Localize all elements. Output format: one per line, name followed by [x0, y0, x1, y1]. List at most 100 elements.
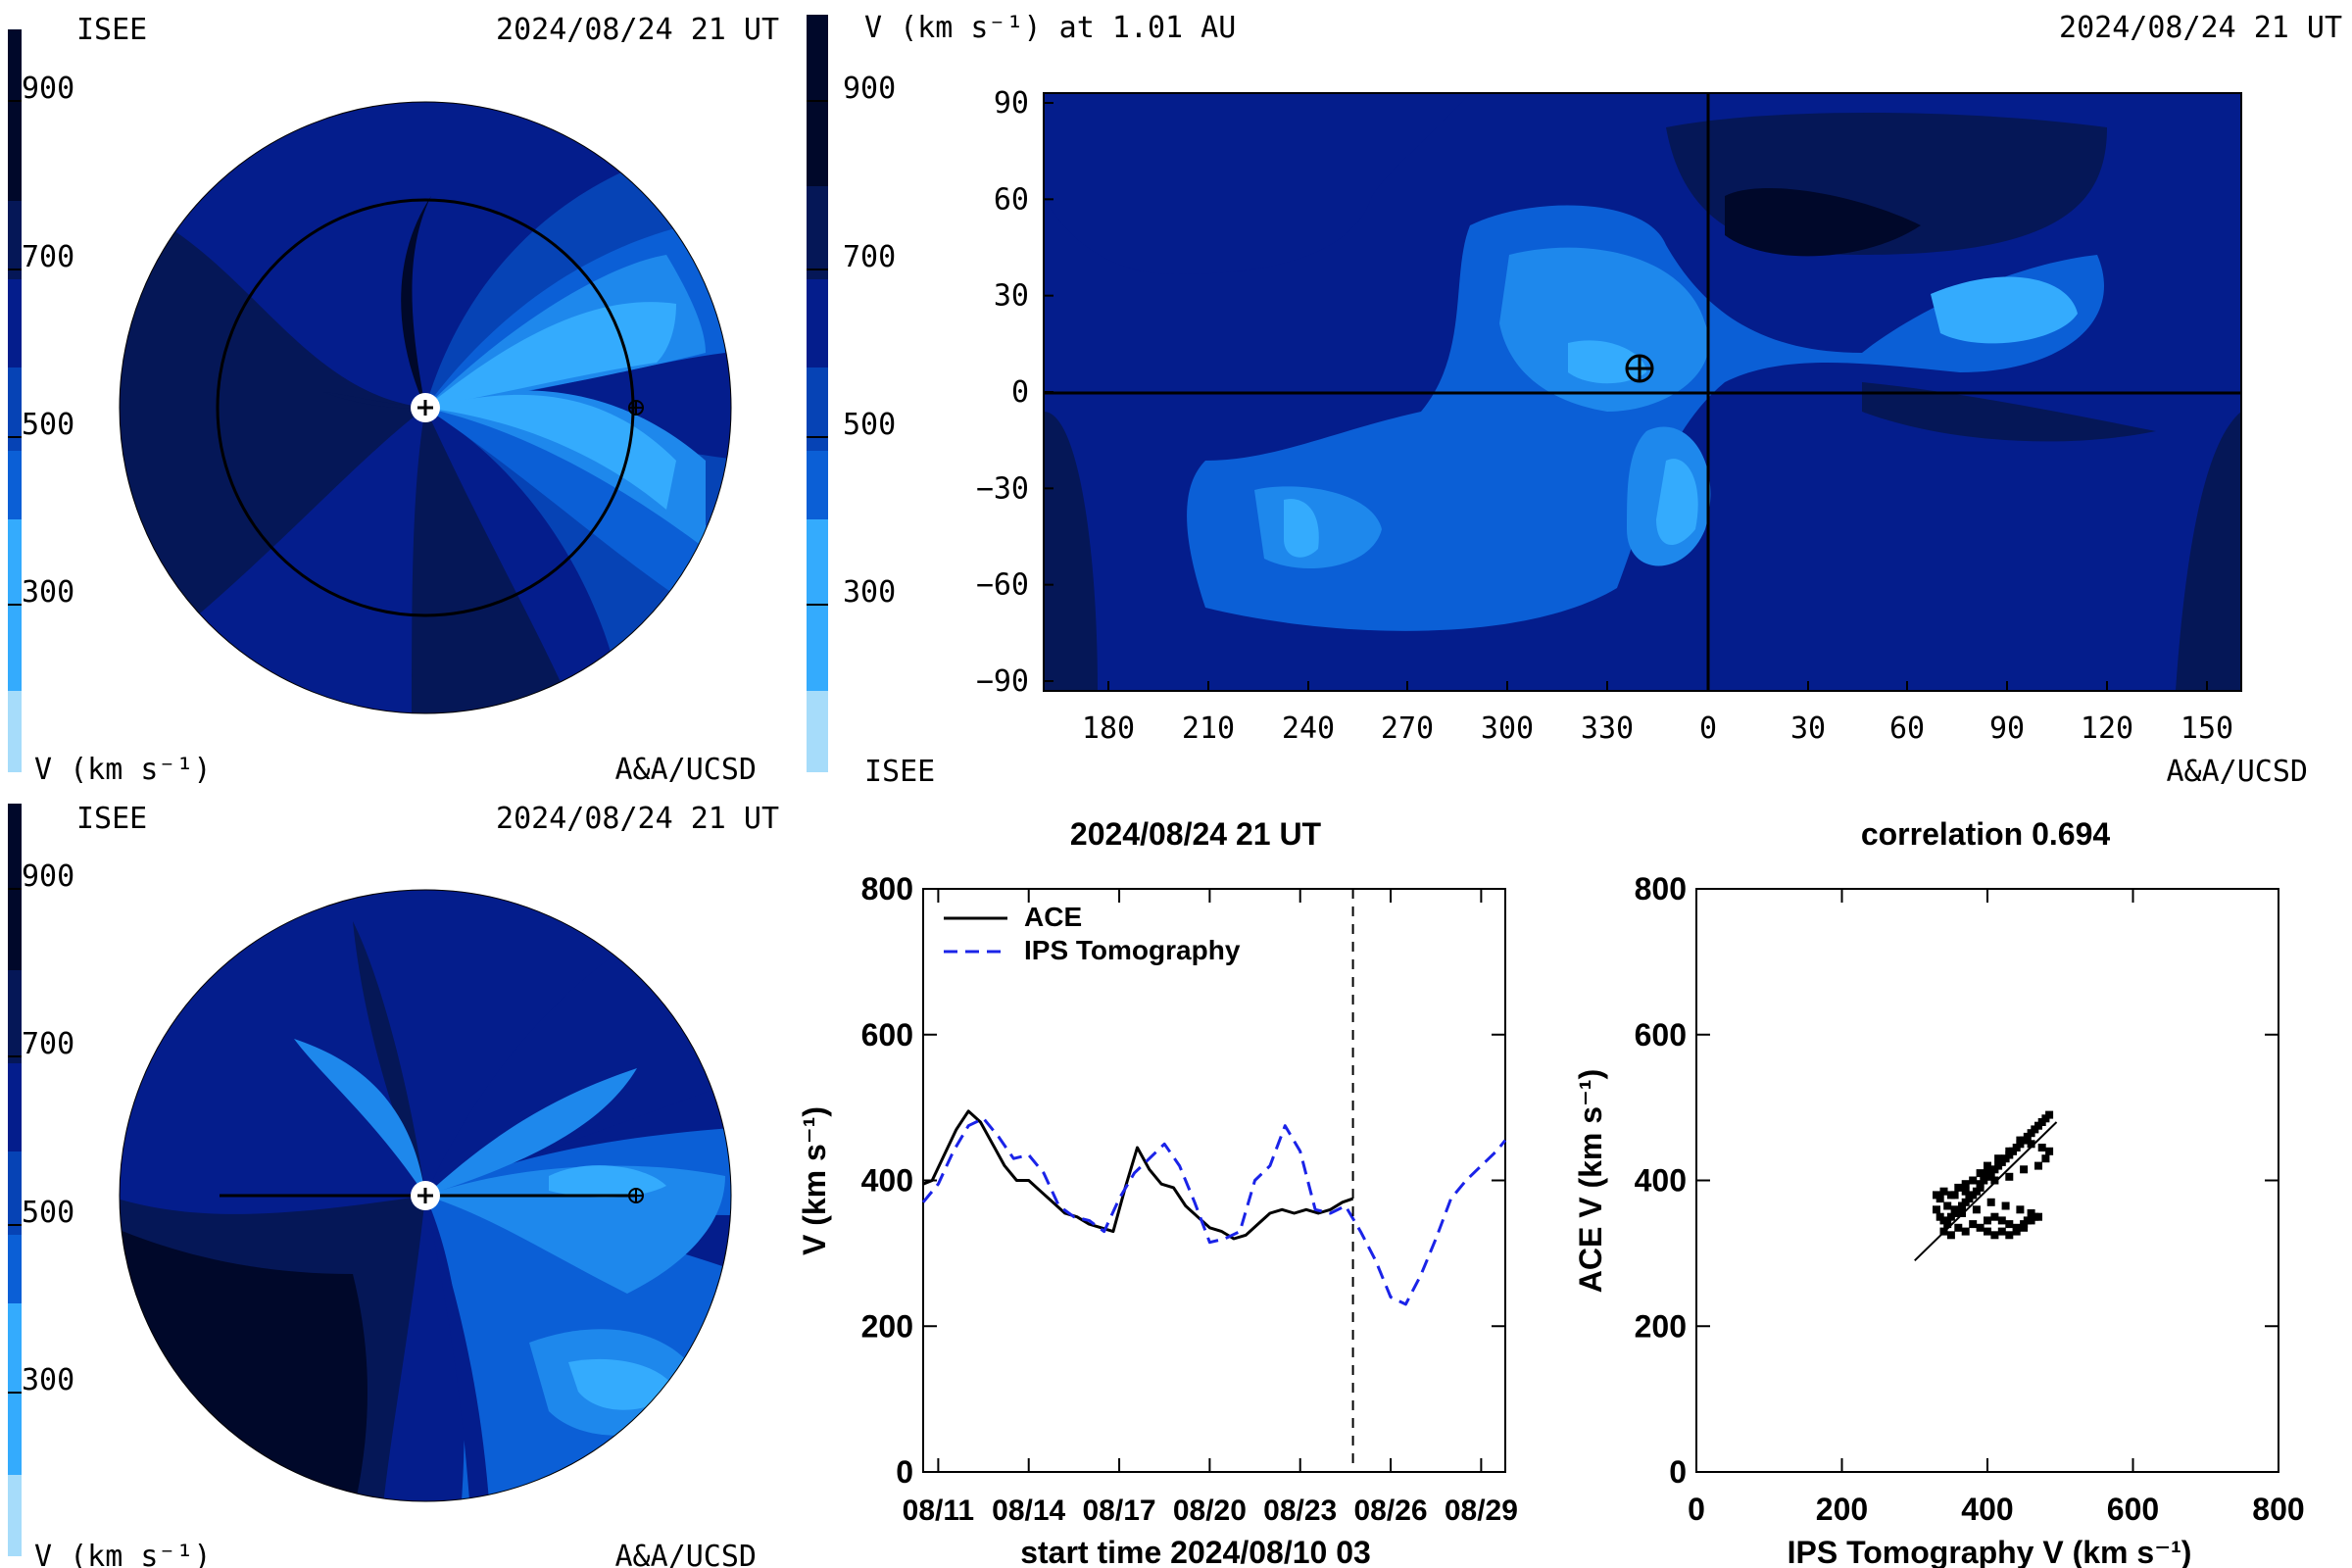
scatter-point [1946, 1231, 1955, 1240]
scatter-point [1939, 1187, 1948, 1196]
timeseries-y-tick-label: 200 [861, 1308, 913, 1344]
map-y-tick-label: 30 [994, 279, 1029, 314]
timeseries-y-tick-label: 0 [896, 1454, 913, 1490]
timeseries-frame [922, 888, 1506, 1473]
colorbar-bottom-left: 900 700 500 300 [8, 804, 74, 1556]
colorbar-label-300: 300 [843, 575, 896, 610]
timeseries-lines [921, 1109, 1507, 1306]
map-x-tick-label: 210 [1182, 711, 1235, 746]
colorbar-band-2 [8, 691, 22, 772]
earth-symbol [1625, 354, 1654, 383]
map-credit-left: ISEE [864, 755, 935, 789]
panel-title-left: ISEE [76, 13, 147, 47]
colorbar-band-4 [8, 451, 22, 519]
sun-symbol [411, 1181, 440, 1210]
velocity-region [1044, 412, 1098, 691]
earth-symbol [628, 1188, 644, 1203]
map-y-tick-label: −90 [976, 664, 1029, 699]
scatter-point [1990, 1212, 1999, 1221]
scatter-y-tick-label: 400 [1635, 1163, 1687, 1199]
polar-boundary [119, 889, 732, 1502]
colorbar-unit-label: V (km s⁻¹) [34, 1540, 212, 1568]
colorbar-band-6 [807, 279, 828, 368]
colorbar-label-700: 700 [843, 240, 896, 274]
map-x-tick-label: 150 [2180, 711, 2233, 746]
timeseries-x-tick-label: 08/20 [1173, 1494, 1247, 1527]
scatter-point [1943, 1201, 1952, 1210]
velocity-region [425, 1068, 637, 1196]
scatter-point [2005, 1172, 2014, 1181]
velocity-region [323, 392, 425, 409]
colorbar-band-4 [8, 1235, 22, 1303]
timeseries-x-tick-label: 08/17 [1083, 1494, 1156, 1527]
credit-label: A&A/UCSD [615, 1540, 758, 1568]
colorbar-label-300: 300 [22, 575, 74, 610]
scatter-point [2020, 1223, 2029, 1232]
timeseries-title: 2024/08/24 21 UT [1070, 816, 1322, 852]
panel-polar-bottom: 900 700 500 300 ISEE 2024/08/24 21 UT [8, 802, 779, 1568]
colorbar-band-2 [807, 691, 828, 772]
velocity-region [353, 921, 425, 1196]
velocity-region [1187, 205, 2105, 631]
velocity-region [401, 196, 431, 408]
colorbar-band-8 [8, 804, 22, 970]
scatter-point [1961, 1187, 1970, 1196]
timeseries-chart: 2024/08/24 21 UT 08/11 08/14 08/17 08/20 08/… [797, 816, 1518, 1568]
timeseries-y-tick-label: 800 [861, 871, 913, 906]
velocity-region [568, 1358, 676, 1410]
scatter-point [1976, 1169, 1984, 1178]
scatter-point [1946, 1212, 1955, 1221]
scatter-x-tick-label: 400 [1961, 1492, 2013, 1527]
colorbar-label-300: 300 [22, 1363, 74, 1397]
scatter-point [2005, 1220, 2014, 1229]
colorbar-label-700: 700 [22, 240, 74, 274]
colorbar-band-2 [8, 1475, 22, 1556]
colorbar-label-500: 500 [22, 1196, 74, 1230]
scatter-point [2005, 1147, 2014, 1155]
colorbar-band-7 [8, 970, 22, 1063]
velocity-region [1656, 459, 1698, 546]
colorbar-band-5 [807, 368, 828, 451]
credit-label: A&A/UCSD [615, 753, 758, 787]
velocity-region [1862, 382, 2156, 442]
map-x-tick-label: 330 [1581, 711, 1634, 746]
map-y-tick-label: 90 [994, 86, 1029, 121]
timeseries-x-tick-label: 08/29 [1445, 1494, 1518, 1527]
regression-fit-line [1914, 1121, 2058, 1262]
colorbar-unit-label: V (km s⁻¹) [34, 753, 212, 787]
map-date: 2024/08/24 21 UT [2059, 11, 2342, 45]
earth-cross [629, 401, 643, 415]
scatter-point [2023, 1216, 2032, 1225]
colorbar-label-500: 500 [843, 408, 896, 442]
colorbar-band-6 [8, 1063, 22, 1152]
scatter-point [1933, 1191, 1940, 1200]
velocity-region [1931, 276, 2078, 344]
sun-cross [417, 400, 433, 416]
scatter-y-tick-label: 0 [1669, 1454, 1687, 1490]
scatter-point [1954, 1223, 1963, 1232]
velocity-region [1284, 499, 1319, 558]
sun-symbol [411, 393, 440, 422]
polar-boundary [119, 101, 732, 714]
scatter-point [2012, 1227, 2021, 1236]
timeseries-legend: ACE IPS Tomography [944, 902, 1241, 965]
scatter-point [1954, 1183, 1963, 1192]
colorbar-band-6 [8, 279, 22, 368]
scatter-point [2041, 1154, 2050, 1163]
scatter-point [1976, 1183, 1984, 1192]
scatter-point [2045, 1147, 2054, 1155]
colorbar-band-4 [807, 451, 828, 519]
earth-symbol [628, 400, 644, 416]
colorbar-band-7 [8, 201, 22, 279]
legend-label-ace: ACE [1024, 902, 1082, 932]
scatter-point [2016, 1205, 2025, 1214]
colorbar-band-8 [8, 29, 22, 201]
map-y-tick-label: −30 [976, 471, 1029, 506]
velocity-region [1044, 93, 1470, 274]
scatter-x-tick-label: 600 [2107, 1492, 2159, 1527]
map-x-tick-label: 0 [1699, 711, 1717, 746]
panel-title-left: ISEE [76, 802, 147, 836]
map-x-tick-label: 300 [1481, 711, 1534, 746]
scatter-point [1997, 1227, 2006, 1236]
map-x-tick-label: 180 [1082, 711, 1135, 746]
